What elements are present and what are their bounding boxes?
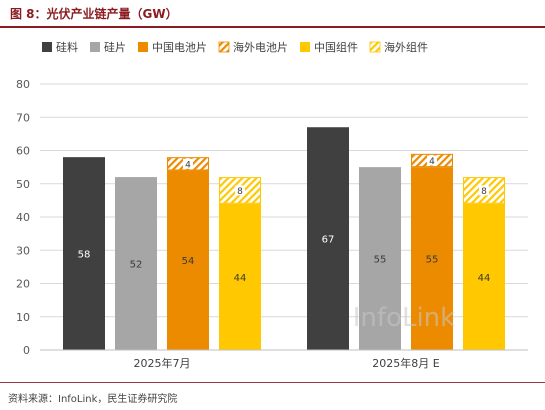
bar-value-label: 4 <box>429 157 435 167</box>
y-tick-label: 0 <box>23 344 30 357</box>
y-tick-label: 80 <box>16 78 30 91</box>
y-tick-label: 70 <box>16 111 30 124</box>
legend-swatch-silicon <box>42 42 52 52</box>
legend-swatch-wafer <box>90 42 100 52</box>
stack-label-bg <box>427 155 437 166</box>
y-tick-label: 30 <box>16 244 30 257</box>
figure-header: 图 8：光伏产业链产量（GW） <box>0 0 545 28</box>
legend-swatch-overseas_module <box>369 41 381 53</box>
bar-value-label: 55 <box>426 255 439 266</box>
bar-value-label: 4 <box>185 160 191 170</box>
stack-label-bg <box>183 158 193 169</box>
bar-wafer <box>359 167 401 350</box>
watermark-text: InfoLink <box>353 303 455 333</box>
x-tick-label: 2025年8月 E <box>372 356 439 370</box>
bar-wafer <box>115 177 157 350</box>
bar-value-label: 44 <box>478 273 491 284</box>
figure-title: 图 8：光伏产业链产量（GW） <box>10 7 178 21</box>
legend-label-overseas_cell: 海外电池片 <box>233 40 288 54</box>
figure-footer: 资料来源：InfoLink，民生证券研究院 <box>0 382 545 410</box>
y-tick-label: 60 <box>16 145 30 158</box>
chart-gridlines <box>40 83 528 318</box>
header-rule <box>0 26 545 28</box>
x-tick-label: 2025年7月 <box>134 356 191 370</box>
y-tick-label: 10 <box>16 311 30 324</box>
bar-silicon <box>307 127 349 350</box>
stack-label-bg <box>235 185 245 196</box>
legend-label-china_cell: 中国电池片 <box>152 41 207 54</box>
bar-value-label: 8 <box>237 187 243 197</box>
legend-label-overseas_module: 海外组件 <box>384 40 428 54</box>
legend-swatch-overseas_cell <box>218 41 230 53</box>
bar-chart: 硅料 硅片 中国电池片 海外电池片 中国组件 海外组件 01020304050607080… <box>16 40 528 370</box>
bar-china_cell <box>167 170 209 350</box>
bar-silicon <box>63 157 105 350</box>
legend-swatch-china_cell <box>138 42 148 52</box>
legend-label-silicon: 硅料 <box>56 40 78 54</box>
chart-area: 硅料 硅片 中国电池片 海外电池片 中国组件 海外组件 0 10 20 30 40 50 60 70 80… <box>0 30 545 382</box>
bar-china_cell <box>411 167 453 350</box>
legend-label-wafer: 硅片 <box>104 41 126 54</box>
bar-value-label: 54 <box>182 256 195 267</box>
bar-value-label: 52 <box>130 260 143 271</box>
y-axis: 0 10 20 30 40 50 60 70 80 <box>16 78 30 357</box>
bar-value-label: 44 <box>234 273 247 284</box>
bar-value-label: 55 <box>374 255 387 266</box>
bar-value-label: 8 <box>481 187 487 197</box>
legend-label-china_module: 中国组件 <box>314 40 358 54</box>
footer-rule <box>0 382 545 383</box>
y-tick-label: 20 <box>16 278 30 291</box>
stack-label-bg <box>479 185 489 196</box>
chart-legend: 硅料 硅片 中国电池片 海外电池片 中国组件 海外组件 <box>42 40 428 54</box>
source-note: 资料来源：InfoLink，民生证券研究院 <box>8 394 178 405</box>
bar-china_module <box>463 203 505 350</box>
bar-value-label: 67 <box>322 235 335 246</box>
y-tick-label: 40 <box>16 211 30 224</box>
y-tick-label: 50 <box>16 178 30 191</box>
legend-swatch-china_module <box>300 42 310 52</box>
x-axis: 2025年7月 2025年8月 E <box>40 349 528 370</box>
bar-value-label: 58 <box>78 250 91 261</box>
bar-china_module <box>219 203 261 350</box>
